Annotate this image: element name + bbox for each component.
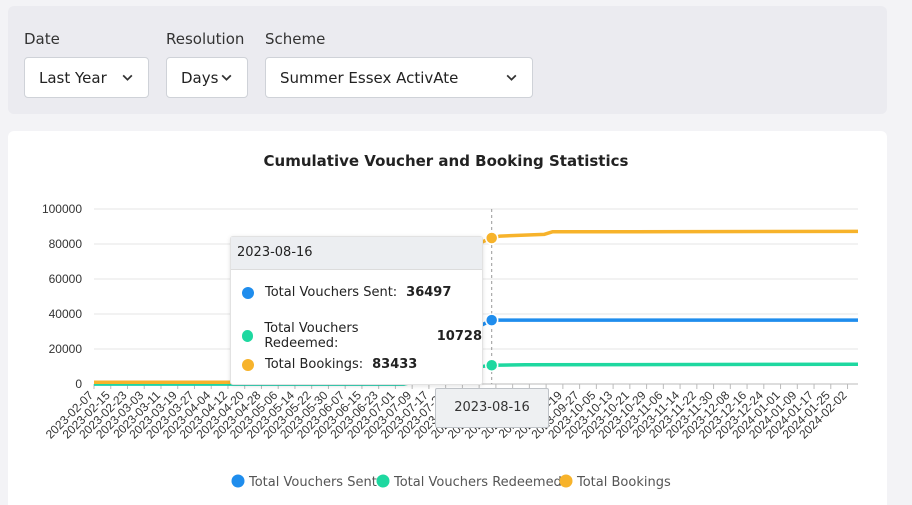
y-tick-label: 60000 [49, 272, 83, 286]
crosshair [484, 209, 499, 384]
resolution-label: Resolution [166, 30, 245, 48]
legend-label: Total Vouchers Redeemed [393, 475, 562, 490]
date-filter: Date Last Year [24, 30, 149, 98]
scheme-select[interactable]: Summer Essex ActivAte [265, 57, 533, 98]
y-tick-label: 40000 [49, 307, 83, 321]
date-label: Date [24, 30, 60, 48]
series-dot-icon [242, 330, 254, 342]
legend-dot-icon [231, 474, 245, 488]
y-axis: 0 20000 40000 60000 80000 100000 [42, 202, 82, 391]
scheme-filter: Scheme Summer Essex ActivAte [265, 30, 533, 98]
tooltip-row-vouchers-sent: Total Vouchers Sent: 36497 [242, 285, 451, 300]
y-tick-label: 80000 [49, 237, 83, 251]
chevron-down-icon [221, 74, 232, 81]
legend: Total Vouchers Sent Total Vouchers Redeem… [231, 474, 671, 490]
scheme-select-value: Summer Essex ActivAte [280, 68, 459, 87]
tooltip-label: Total Bookings: [265, 357, 364, 372]
date-select-value: Last Year [39, 68, 107, 87]
tooltip-label: Total Vouchers Redeemed: [264, 321, 359, 351]
chevron-down-icon [122, 74, 133, 81]
tooltip-label: Total Vouchers Sent: [265, 285, 398, 300]
tooltip-value: 10728 [436, 328, 482, 344]
hover-marker-1 [484, 358, 499, 372]
scheme-label: Scheme [265, 30, 326, 48]
hover-marker-2 [484, 231, 499, 245]
tooltip-row-bookings: Total Bookings: 83433 [242, 357, 417, 372]
hover-marker-0 [484, 313, 499, 327]
y-tick-label: 0 [75, 377, 82, 391]
tooltip-value: 36497 [406, 285, 452, 300]
chart-title: Cumulative Voucher and Booking Statistic… [264, 152, 629, 170]
date-select[interactable]: Last Year [24, 57, 149, 98]
tooltip-value: 83433 [372, 357, 418, 372]
y-tick-label: 20000 [49, 342, 83, 356]
resolution-select[interactable]: Days [166, 57, 248, 98]
resolution-filter: Resolution Days [166, 30, 248, 98]
y-tick-label: 100000 [42, 202, 82, 216]
tooltip-date: 2023-08-16 [231, 237, 482, 270]
chevron-down-icon [506, 74, 517, 81]
tooltip-row-vouchers-redeemed: Total Vouchers Redeemed: 10728 [242, 321, 482, 351]
legend-dot-icon [376, 474, 390, 488]
legend-label: Total Bookings [576, 475, 671, 490]
legend-label: Total Vouchers Sent [248, 475, 377, 490]
tooltip: 2023-08-16 Total Vouchers Sent: 36497 To… [230, 236, 483, 385]
series-dot-icon [242, 286, 254, 299]
legend-dot-icon [559, 474, 573, 488]
chart-card: Cumulative Voucher and Booking Statistic… [8, 131, 887, 505]
resolution-select-value: Days [181, 68, 219, 87]
crosshair-date-label: 2023-08-16 [435, 388, 549, 428]
series-dot-icon [242, 358, 254, 371]
filter-panel: Date Last Year Resolution Days Scheme Su… [8, 6, 887, 114]
